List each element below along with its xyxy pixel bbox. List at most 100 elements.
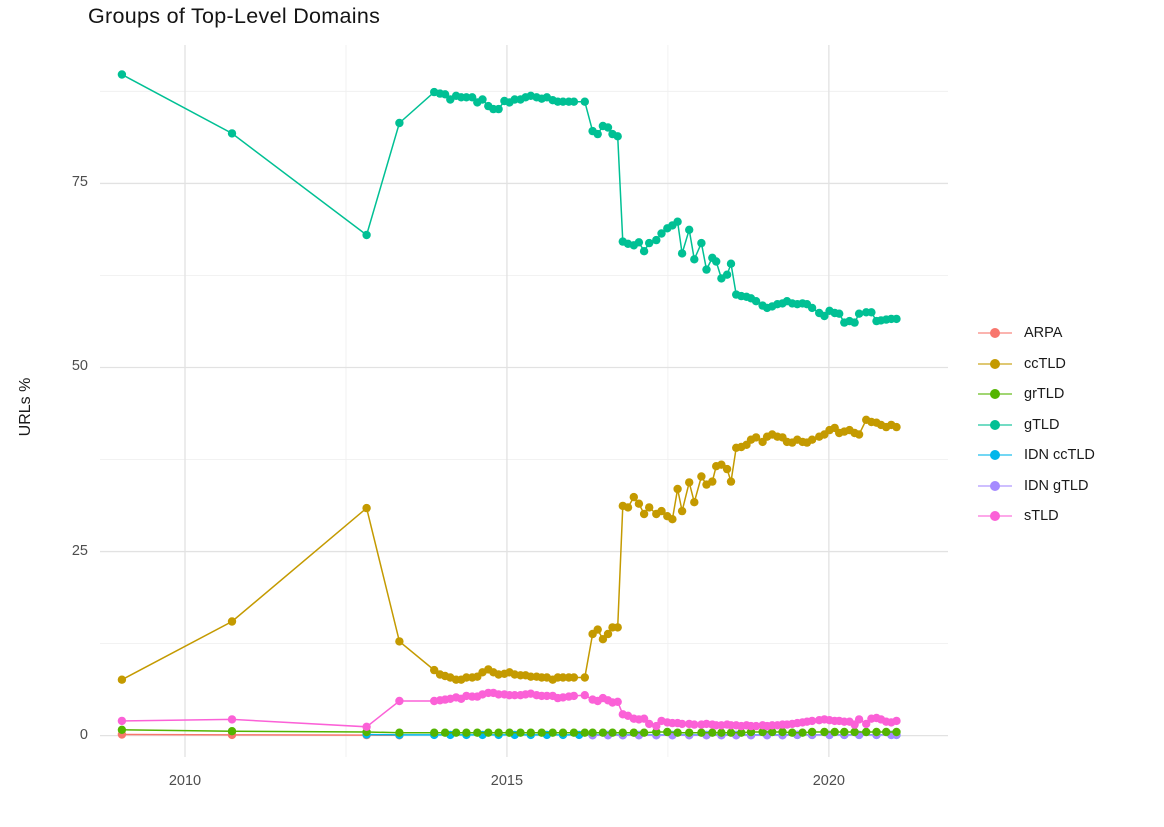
y-tick-label: 50 bbox=[71, 358, 88, 375]
legend-label: gTLD bbox=[1024, 416, 1060, 433]
legend-item-stld: sTLD bbox=[978, 501, 1095, 532]
series-point-gTLD bbox=[807, 303, 817, 313]
series-point-gTLD bbox=[697, 238, 706, 248]
series-point-gTLD bbox=[478, 95, 487, 104]
series-point-ccTLD bbox=[708, 477, 717, 486]
series-point-grTLD bbox=[484, 728, 493, 737]
series-point-gTLD bbox=[712, 257, 721, 266]
series-point-sTLD bbox=[227, 715, 237, 724]
series-point-ccTLD bbox=[117, 675, 127, 684]
series-point-grTLD bbox=[451, 728, 461, 737]
series-point-gTLD bbox=[673, 217, 682, 226]
series-point-gTLD bbox=[685, 225, 694, 234]
series-point-grTLD bbox=[768, 727, 777, 737]
legend-label: IDN ccTLD bbox=[1024, 447, 1095, 464]
chart-title: Groups of Top-Level Domains bbox=[88, 4, 381, 28]
series-point-grTLD bbox=[788, 728, 797, 737]
series-point-ccTLD bbox=[613, 623, 622, 632]
legend-key-swatch bbox=[978, 447, 1012, 463]
series-point-ccTLD bbox=[569, 673, 579, 682]
series-point-gTLD bbox=[580, 97, 589, 106]
series-point-grTLD bbox=[608, 728, 617, 737]
series-point-grTLD bbox=[807, 727, 817, 737]
series-point-grTLD bbox=[758, 727, 767, 737]
series-point-sTLD bbox=[677, 719, 687, 729]
series-point-sTLD bbox=[892, 716, 901, 726]
series-point-ccTLD bbox=[623, 503, 633, 512]
series-point-gTLD bbox=[227, 129, 237, 138]
series-point-ccTLD bbox=[685, 478, 694, 487]
series-point-grTLD bbox=[117, 725, 127, 734]
series-point-ccTLD bbox=[657, 506, 666, 516]
series-point-grTLD bbox=[717, 728, 726, 737]
series-point-gTLD bbox=[892, 314, 901, 324]
series-point-ccTLD bbox=[558, 673, 568, 682]
legend: ARPA ccTLD grTLD gTLD IDN ccTLD IDN gTLD… bbox=[978, 318, 1095, 532]
series-point-ccTLD bbox=[668, 515, 677, 524]
legend-label: ccTLD bbox=[1024, 355, 1066, 372]
series-point-ccTLD bbox=[603, 629, 613, 639]
x-tick-label: 2020 bbox=[812, 773, 845, 789]
series-point-grTLD bbox=[462, 728, 471, 737]
series-point-grTLD bbox=[618, 728, 627, 737]
legend-item-idn-cctld: IDN ccTLD bbox=[978, 440, 1095, 471]
series-point-grTLD bbox=[629, 728, 638, 737]
y-tick-label: 25 bbox=[71, 542, 88, 559]
series-point-ccTLD bbox=[892, 422, 901, 432]
legend-key-swatch bbox=[978, 417, 1012, 433]
series-point-grTLD bbox=[395, 728, 404, 737]
series-point-sTLD bbox=[807, 716, 817, 726]
series-point-grTLD bbox=[548, 728, 557, 737]
series-point-sTLD bbox=[690, 720, 699, 729]
series-point-gTLD bbox=[690, 255, 699, 264]
series-point-grTLD bbox=[737, 728, 746, 737]
series-point-grTLD bbox=[494, 728, 503, 737]
series-point-ccTLD bbox=[593, 625, 602, 634]
series-point-ccTLD bbox=[462, 673, 471, 682]
legend-label: ARPA bbox=[1024, 325, 1063, 342]
series-point-ccTLD bbox=[673, 484, 682, 494]
series-point-grTLD bbox=[440, 728, 450, 737]
series-point-grTLD bbox=[872, 727, 881, 737]
legend-key-swatch bbox=[978, 478, 1012, 494]
series-point-sTLD bbox=[854, 715, 864, 724]
series-point-ccTLD bbox=[634, 499, 644, 508]
series-point-ccTLD bbox=[677, 506, 687, 516]
series-point-sTLD bbox=[645, 719, 654, 729]
series-line-ARPA bbox=[121, 733, 400, 737]
legend-key-swatch bbox=[978, 325, 1012, 341]
series-point-grTLD bbox=[726, 728, 736, 737]
series-point-grTLD bbox=[652, 727, 661, 737]
series-point-gTLD bbox=[657, 229, 666, 238]
series-point-sTLD bbox=[395, 696, 404, 706]
series-point-grTLD bbox=[820, 727, 829, 737]
series-point-grTLD bbox=[663, 727, 672, 737]
series-point-gTLD bbox=[613, 132, 622, 141]
series-point-grTLD bbox=[778, 727, 787, 737]
series-point-grTLD bbox=[569, 728, 579, 737]
series-point-gTLD bbox=[362, 230, 371, 240]
series-point-gTLD bbox=[850, 318, 859, 327]
legend-key-swatch bbox=[978, 508, 1012, 524]
series-point-ccTLD bbox=[580, 673, 589, 682]
series-line-gTLD bbox=[121, 73, 897, 324]
series-point-grTLD bbox=[673, 728, 682, 737]
legend-item-grtld: grTLD bbox=[978, 379, 1095, 410]
series-point-gTLD bbox=[603, 123, 613, 132]
series-point-grTLD bbox=[892, 727, 901, 737]
series-point-sTLD bbox=[117, 716, 127, 726]
series-point-grTLD bbox=[558, 728, 568, 737]
series-point-sTLD bbox=[569, 691, 579, 701]
series-point-grTLD bbox=[537, 728, 546, 737]
series-point-gTLD bbox=[652, 235, 661, 245]
series-point-grTLD bbox=[830, 727, 839, 737]
series-point-ccTLD bbox=[726, 477, 736, 486]
series-point-ccTLD bbox=[430, 665, 439, 675]
legend-label: sTLD bbox=[1024, 508, 1059, 525]
x-tick-label: 2015 bbox=[490, 773, 524, 789]
legend-item-cctld: ccTLD bbox=[978, 349, 1095, 380]
series-point-grTLD bbox=[430, 728, 439, 737]
series-point-gTLD bbox=[702, 265, 711, 274]
series-point-grTLD bbox=[798, 728, 807, 737]
